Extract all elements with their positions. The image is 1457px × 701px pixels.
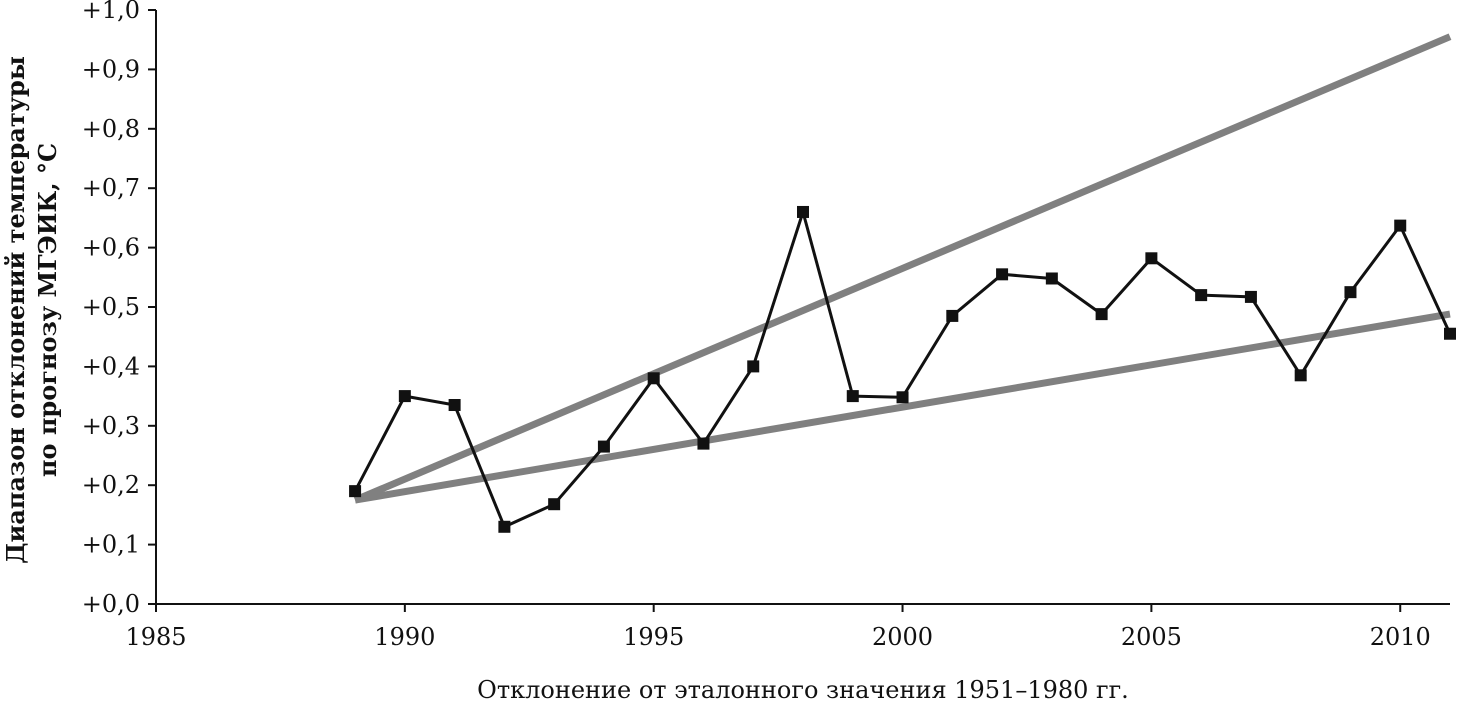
data-point-observed — [1244, 290, 1257, 303]
data-point-observed — [398, 390, 411, 403]
data-point-observed — [498, 520, 511, 533]
data-point-observed — [1344, 286, 1357, 299]
data-point-observed — [896, 391, 909, 404]
y-tick-label: +0,0 — [82, 590, 140, 618]
y-tick-label: +1,0 — [82, 0, 140, 24]
data-point-observed — [1294, 369, 1307, 382]
y-ticks: +0,0 +0,1 +0,2 +0,3 +0,4 +0,5 +0,6 +0,7 +0,8 +0,9… — [82, 0, 156, 618]
x-tick-label: 1995 — [623, 623, 684, 651]
data-point-observed — [548, 498, 561, 511]
data-point-observed — [1045, 272, 1058, 285]
x-tick-label: 1990 — [374, 623, 435, 651]
x-ticks: 1985 1990 1995 2000 2005 2010 — [125, 604, 1431, 651]
y-axis-title-line-2: по прогнозу МГЭИК, °C — [33, 143, 62, 477]
data-point-observed — [647, 372, 660, 385]
y-tick-label: +0,7 — [82, 174, 140, 202]
axis-titles: Отклонение от эталонного значения 1951–1… — [1, 56, 1129, 701]
y-tick-label: +0,5 — [82, 293, 140, 321]
x-tick-label: 2010 — [1370, 623, 1431, 651]
series-line-projection-lower — [354, 310, 1451, 504]
y-tick-label: +0,1 — [82, 531, 140, 559]
y-tick-label: +0,6 — [82, 234, 140, 262]
data-point-observed — [1444, 327, 1456, 340]
data-point-observed — [747, 360, 760, 373]
x-tick-label: 2000 — [872, 623, 933, 651]
data-point-observed — [946, 309, 959, 322]
data-point-observed — [996, 268, 1009, 281]
data-point-observed — [1195, 289, 1208, 302]
x-tick-label: 1985 — [125, 623, 186, 651]
y-tick-label: +0,2 — [82, 471, 140, 499]
data-point-observed — [1145, 252, 1158, 265]
y-tick-label: +0,9 — [82, 55, 140, 83]
data-point-observed — [597, 440, 610, 453]
data-point-observed — [1095, 308, 1108, 321]
series-layer — [349, 33, 1456, 533]
series-line-projection-upper — [353, 33, 1452, 504]
y-tick-label: +0,3 — [82, 412, 140, 440]
y-tick-label: +0,8 — [82, 115, 140, 143]
x-tick-label: 2005 — [1121, 623, 1182, 651]
data-point-observed — [797, 205, 809, 218]
data-point-observed — [846, 390, 859, 403]
y-tick-label: +0,4 — [82, 352, 140, 380]
data-point-observed — [448, 399, 461, 412]
y-axis-title-line-1: Диапазон отклонений температуры — [1, 56, 30, 564]
x-axis-title: Отклонение от эталонного значения 1951–1… — [477, 676, 1129, 701]
series-line-observed — [353, 210, 1452, 529]
data-point-observed — [697, 437, 710, 450]
data-point-observed — [1394, 219, 1407, 232]
data-point-observed — [349, 485, 362, 498]
